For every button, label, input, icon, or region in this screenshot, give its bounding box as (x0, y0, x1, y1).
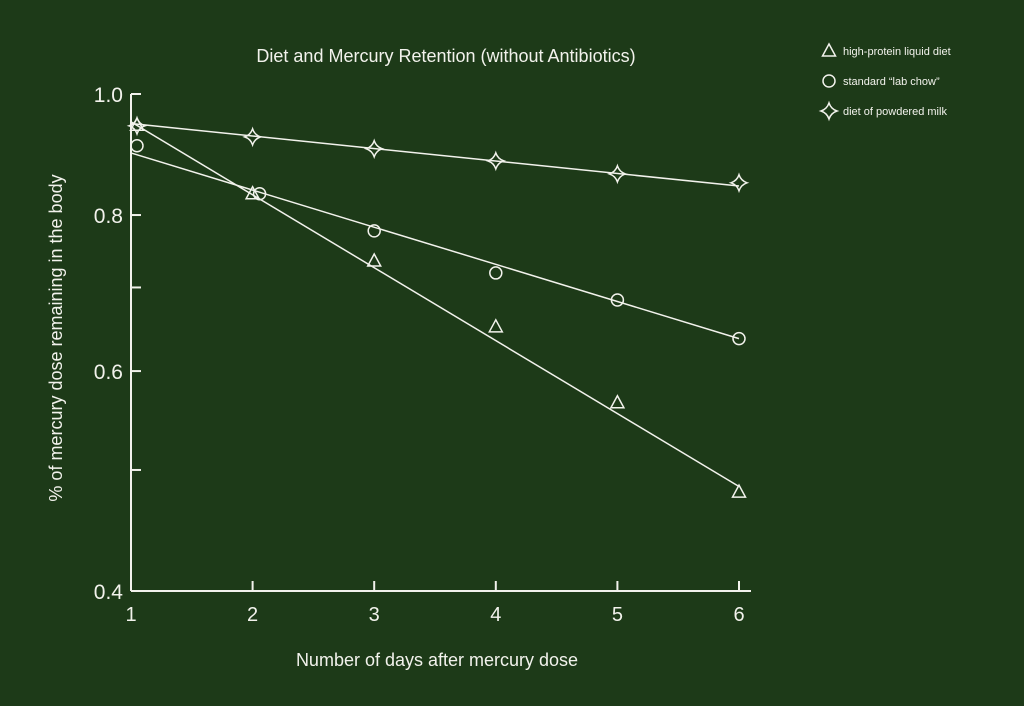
circle-data-point (367, 224, 381, 238)
legend-label: high-protein liquid diet (843, 46, 951, 58)
triangle-data-point (731, 483, 747, 498)
triangle-data-point (488, 318, 504, 333)
y-axis-label: % of mercury dose remaining in the body (46, 174, 66, 501)
star-data-point (126, 115, 148, 137)
legend-triangle-icon (821, 42, 837, 57)
y-tick-label: 0.8 (94, 205, 123, 228)
legend-label: diet of powdered milk (843, 106, 947, 118)
axes: 0.4 0.6 0.8 1.0 1 2 3 4 5 6 (94, 84, 751, 626)
circle-data-point (252, 187, 267, 201)
fit-line-star (130, 122, 740, 187)
star-data-point (242, 126, 263, 148)
triangle-data-point (244, 185, 261, 200)
x-tick-label: 3 (369, 604, 380, 626)
star-data-point (607, 163, 628, 185)
y-tick-label: 0.6 (94, 361, 123, 384)
x-axis-label: Number of days after mercury dose (296, 650, 578, 670)
fit-line-circle (130, 152, 740, 340)
legend-circle-icon (822, 74, 836, 88)
legend: high-protein liquid diet standard “lab ch… (818, 42, 951, 122)
y-tick-label: 1.0 (94, 84, 123, 107)
triangle-data-point (609, 394, 626, 409)
plot-area (126, 115, 750, 498)
circle-data-point (610, 293, 625, 307)
legend-star-icon (818, 100, 840, 122)
triangle-data-point (366, 252, 382, 267)
x-tick-label: 6 (733, 604, 744, 626)
circle-data-point (732, 331, 746, 346)
fit-line-triangle (130, 121, 740, 488)
star-data-point (728, 172, 750, 194)
x-tick-label: 4 (490, 604, 501, 626)
circle-data-point (489, 266, 503, 280)
star-data-point (363, 138, 385, 160)
y-tick-label: 0.4 (94, 581, 124, 604)
legend-label: standard “lab chow” (843, 76, 940, 88)
x-tick-label: 2 (247, 604, 258, 626)
x-tick-label: 1 (125, 604, 136, 626)
circle-data-point (130, 139, 144, 153)
chart-title: Diet and Mercury Retention (without Anti… (256, 46, 635, 66)
x-tick-label: 5 (612, 604, 623, 626)
star-data-point (485, 150, 507, 172)
